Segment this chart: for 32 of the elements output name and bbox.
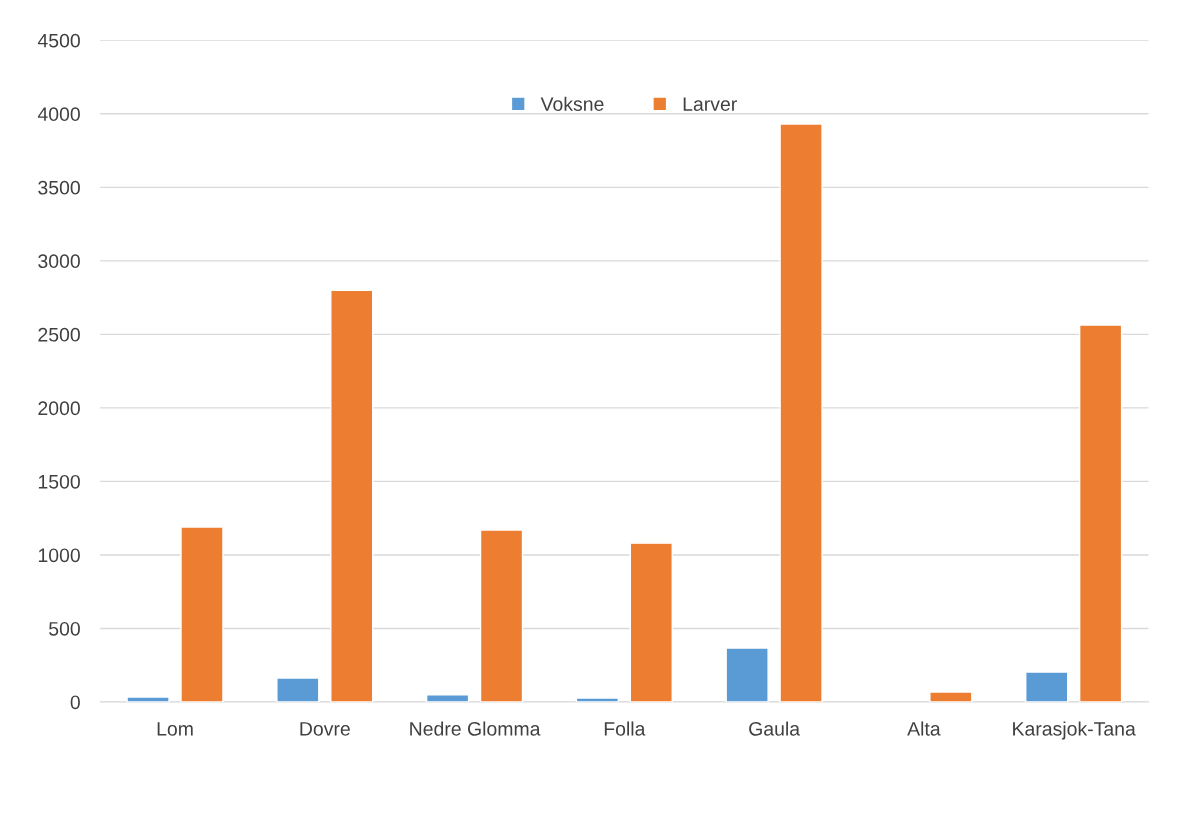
x-tick-label: Nedre Glomma (410, 721, 541, 736)
legend-label: Larver (683, 97, 737, 111)
y-tick-label: 3500 (38, 180, 80, 195)
bar (929, 691, 973, 702)
y-tick-label: 0 (70, 695, 80, 710)
x-tick-label: Karasjok-Tana (1013, 721, 1136, 740)
y-tick-label: 1500 (38, 474, 80, 489)
y-tick-label: 4500 (37, 33, 80, 48)
x-tick-label: Dovre (300, 722, 350, 736)
bar (629, 542, 673, 702)
bar (126, 696, 170, 702)
bar (1078, 324, 1123, 702)
bar (725, 647, 769, 702)
bar (180, 526, 224, 702)
y-tick-label: 3000 (38, 254, 80, 269)
y-tick-label: 500 (49, 621, 80, 636)
y-tick-label: 4000 (37, 107, 80, 122)
bar (1025, 671, 1069, 702)
x-tick-label: Gaula (749, 721, 801, 736)
bar (276, 677, 320, 702)
bar (425, 694, 470, 702)
bar (330, 289, 374, 702)
y-tick-label: 2500 (38, 327, 80, 342)
x-tick-label: Folla (604, 721, 646, 736)
legend-label: Voksne (540, 96, 604, 111)
y-tick-label: 2000 (38, 401, 80, 416)
x-tick-label: Alta (907, 721, 941, 736)
x-tick-label: Lom (157, 722, 193, 736)
bar (779, 123, 823, 702)
bar (575, 697, 620, 702)
y-tick-label: 1000 (38, 548, 80, 563)
bar (479, 529, 524, 702)
